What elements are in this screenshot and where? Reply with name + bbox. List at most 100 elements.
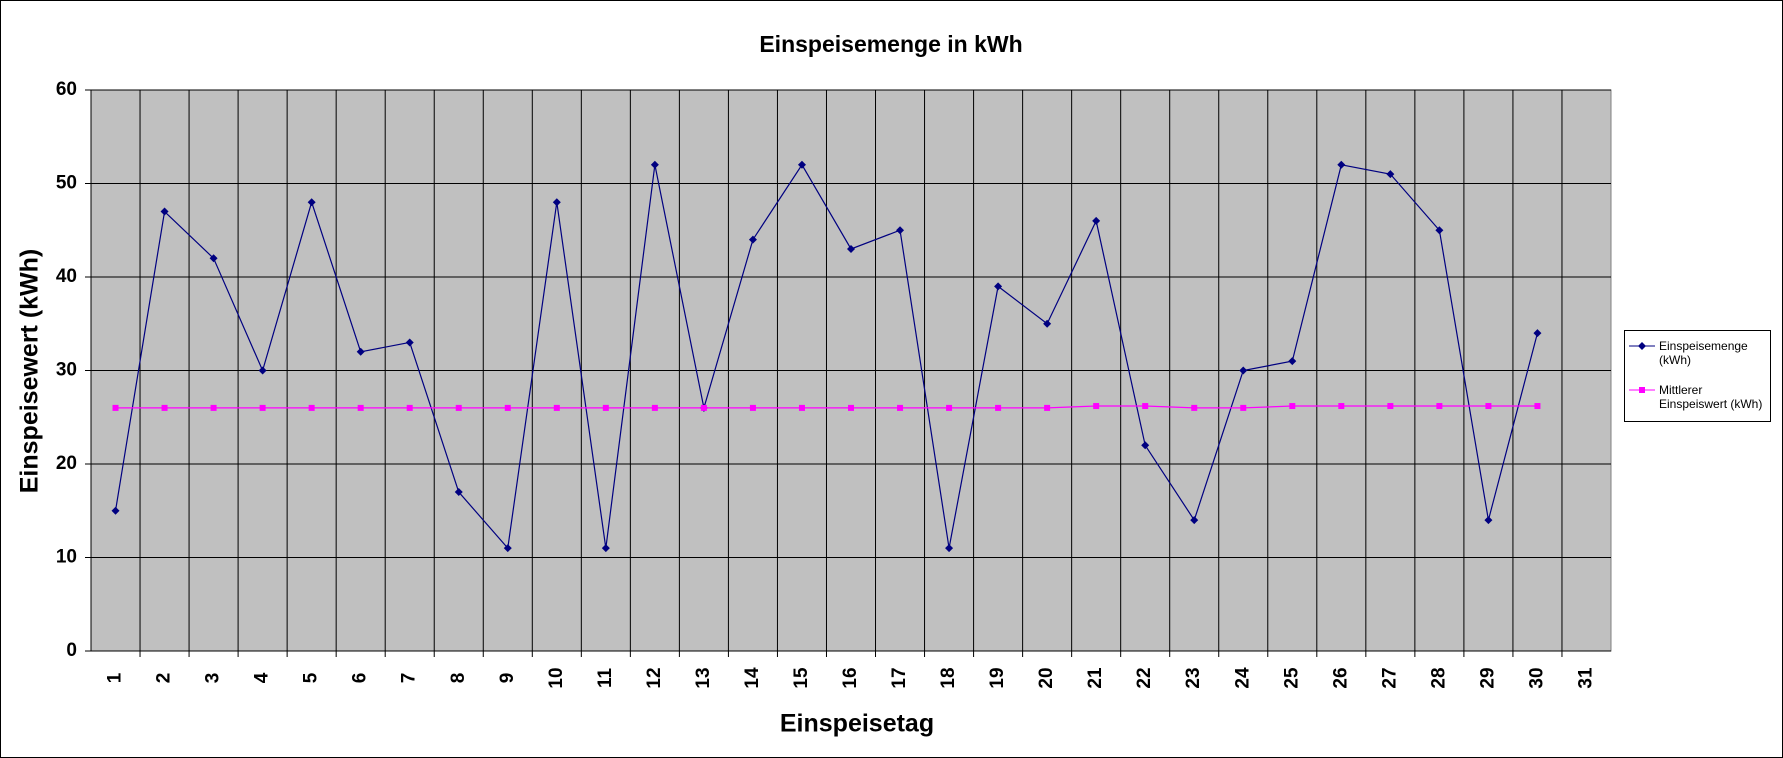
legend-key <box>1629 385 1655 395</box>
x-tick-label: 1 <box>105 672 126 683</box>
data-point <box>797 160 806 169</box>
x-tick-label: 4 <box>252 672 273 683</box>
data-point <box>111 506 120 515</box>
x-tick-label: 22 <box>1134 667 1155 688</box>
data-point <box>651 404 658 411</box>
x-tick-label: 27 <box>1379 667 1400 688</box>
x-tick-label: 11 <box>595 668 616 689</box>
data-point <box>503 544 512 553</box>
chart-title: Einspeisemenge in kWh <box>759 31 1022 57</box>
y-tick-label: 50 <box>56 173 77 194</box>
data-point <box>995 404 1002 411</box>
legend-marker <box>1638 342 1646 350</box>
data-point <box>504 404 511 411</box>
x-tick-label: 16 <box>840 667 861 688</box>
data-point <box>1289 403 1296 410</box>
data-point <box>1239 366 1248 375</box>
legend-symbol <box>1629 387 1655 393</box>
data-point <box>848 404 854 411</box>
data-point <box>897 404 904 411</box>
data-point <box>1485 403 1492 410</box>
data-point <box>258 366 267 375</box>
x-tick-label: 30 <box>1526 667 1547 688</box>
x-tick-label: 14 <box>742 667 763 689</box>
data-point <box>650 160 659 169</box>
data-point <box>1338 403 1345 410</box>
x-axis-title: Einspeisetag <box>780 710 934 738</box>
y-tick-label: 30 <box>56 360 77 381</box>
legend-label: Mittlerer Einspeiswert (kWh) <box>1659 383 1763 411</box>
x-tick-label: 23 <box>1183 667 1204 688</box>
data-point <box>1386 170 1395 179</box>
data-point <box>946 404 953 411</box>
data-point <box>798 404 805 411</box>
data-point <box>700 404 707 411</box>
data-point <box>357 404 364 411</box>
data-point <box>1191 404 1198 411</box>
x-tick-label: 3 <box>203 673 224 684</box>
data-point <box>553 404 560 411</box>
data-point <box>748 235 757 244</box>
data-point <box>1092 216 1101 225</box>
y-tick-label: 60 <box>56 79 77 100</box>
data-point <box>1190 516 1199 525</box>
x-tick-label: 9 <box>497 673 518 684</box>
data-point <box>1337 160 1346 169</box>
series-line <box>114 163 1539 550</box>
data-point <box>994 282 1003 291</box>
legend-symbol <box>1629 342 1655 350</box>
x-tick-label: 29 <box>1477 667 1498 688</box>
data-point <box>1141 441 1150 450</box>
legend: Einspeisemenge (kWh) Mittlerer Einspeiswe… <box>1624 330 1771 422</box>
x-tick-label: 31 <box>1575 667 1596 689</box>
data-point <box>1142 403 1149 410</box>
x-tick-label: 2 <box>154 673 175 684</box>
x-tick-label: 24 <box>1232 667 1253 689</box>
x-tick-label: 17 <box>889 667 910 688</box>
data-point <box>602 404 609 411</box>
data-point <box>749 404 756 411</box>
data-point <box>1288 357 1297 366</box>
x-tick-label: 18 <box>938 667 959 688</box>
legend-key <box>1629 341 1655 351</box>
data-point <box>896 226 905 235</box>
data-point <box>405 338 414 347</box>
data-point <box>356 347 365 356</box>
data-point <box>847 244 855 253</box>
y-tick-label: 10 <box>56 547 77 568</box>
y-tick-label: 20 <box>56 453 77 474</box>
y-tick-label: 40 <box>56 266 77 287</box>
x-tick-label: 5 <box>301 672 322 683</box>
series-line <box>115 405 1538 409</box>
data-point <box>455 404 462 411</box>
data-point <box>1043 319 1052 328</box>
x-tick-label: 10 <box>546 667 567 688</box>
x-tick-label: 25 <box>1281 667 1302 689</box>
x-tick-label: 13 <box>693 667 714 688</box>
data-point <box>945 544 954 553</box>
data-point <box>161 404 168 411</box>
data-point <box>1044 404 1051 411</box>
x-tick-label: 19 <box>987 667 1008 688</box>
data-point <box>1387 403 1394 410</box>
x-tick-label: 6 <box>350 673 371 684</box>
data-point <box>1484 516 1493 525</box>
y-axis-title: Einspeisewert (kWh) <box>16 249 44 494</box>
x-tick-label: 12 <box>644 667 665 688</box>
data-point <box>601 544 610 553</box>
data-point <box>308 404 315 411</box>
x-tick-label: 15 <box>791 667 812 689</box>
x-tick-label: 7 <box>399 673 420 684</box>
data-point <box>552 198 561 207</box>
data-point <box>406 404 413 411</box>
data-point <box>1533 329 1542 338</box>
x-tick-label: 20 <box>1036 667 1057 688</box>
x-tick-label: 8 <box>448 673 469 684</box>
data-point <box>1435 226 1444 235</box>
x-tick-label: 28 <box>1428 667 1449 688</box>
data-point <box>1534 403 1541 410</box>
data-point <box>307 198 316 207</box>
data-point <box>112 404 119 411</box>
